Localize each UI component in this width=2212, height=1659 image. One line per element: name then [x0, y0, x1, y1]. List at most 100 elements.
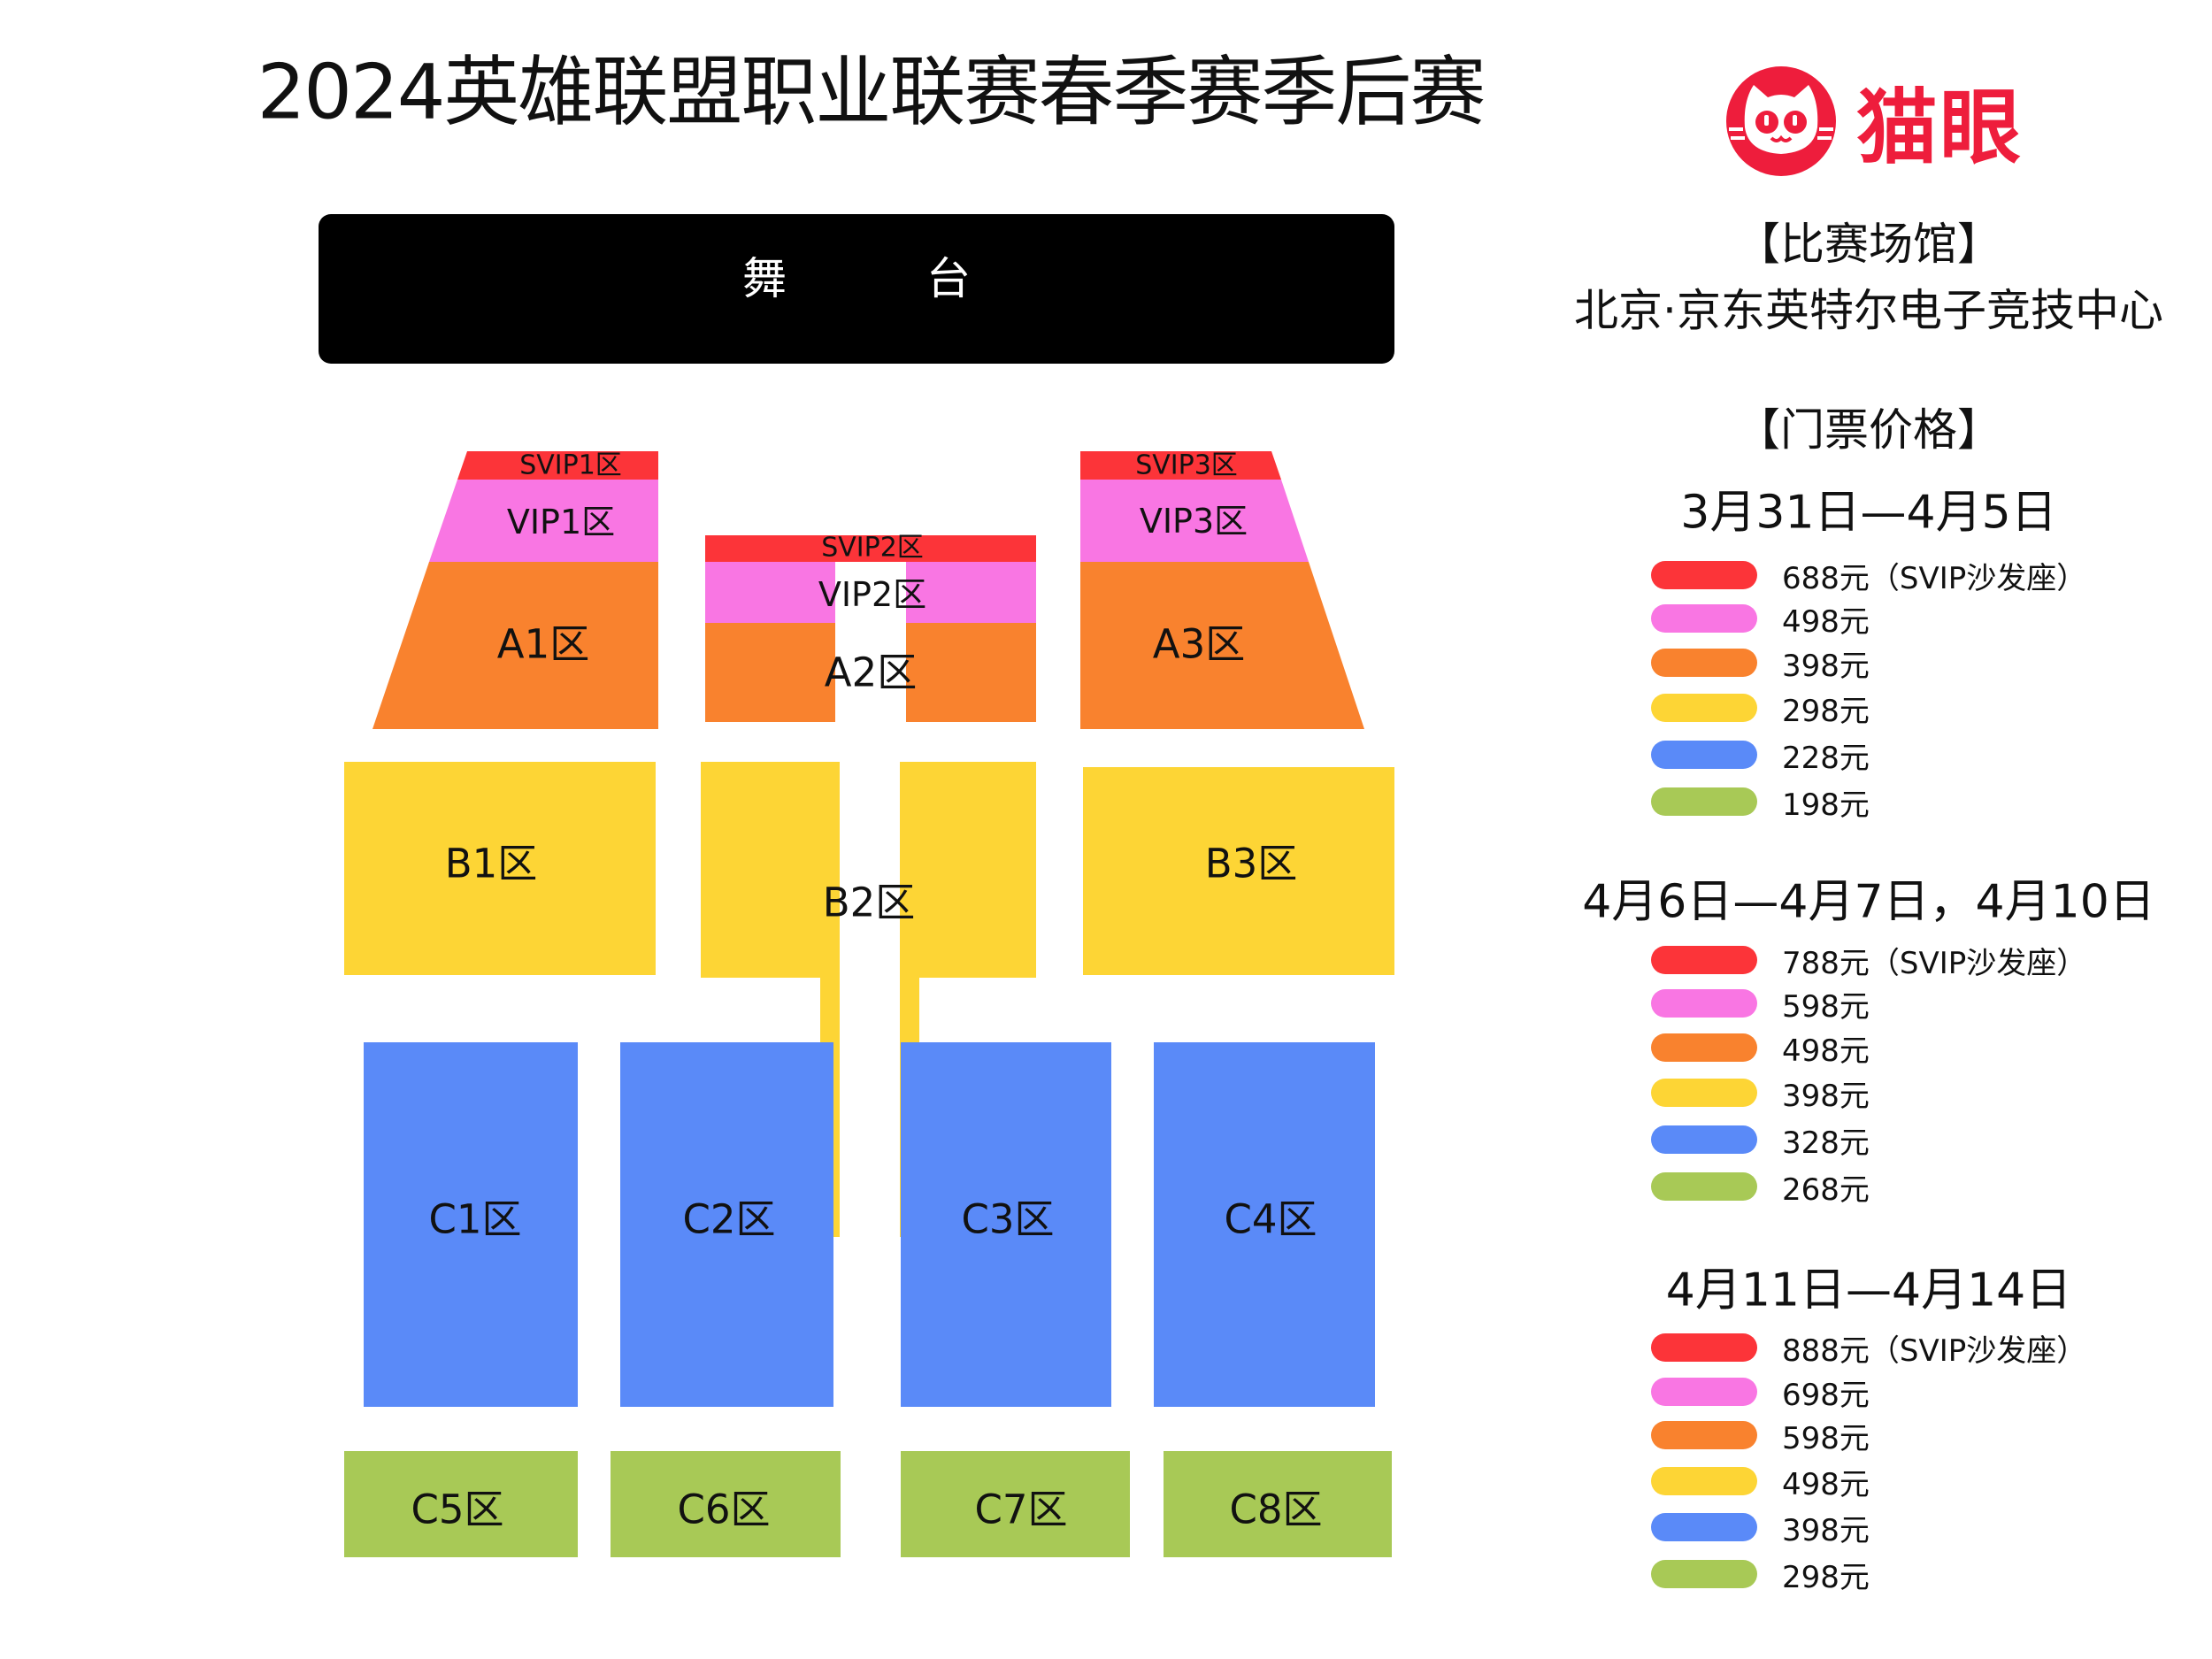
section-b3[interactable]	[1083, 767, 1394, 975]
legend-price: 788元（SVIP沙发座）	[1782, 945, 2087, 981]
legend-price: 228元	[1782, 740, 1870, 776]
cat-face-icon	[1726, 65, 1836, 176]
venue-heading: 【比赛场馆】	[1736, 219, 2001, 270]
legend-color-swatch	[1651, 649, 1757, 677]
legend-row: 198元	[1651, 787, 1870, 823]
section-svip1[interactable]	[457, 451, 658, 480]
section-b2-left[interactable]	[701, 762, 840, 1237]
section-c3-label: C3区	[961, 1196, 1054, 1243]
legend-color-swatch	[1651, 1172, 1757, 1201]
section-vip3-label: VIP3区	[1140, 502, 1248, 541]
legend-row: 298元	[1651, 693, 1870, 729]
legend-price: 888元（SVIP沙发座）	[1782, 1333, 2087, 1369]
stage-label-1: 舞	[742, 253, 787, 304]
legend-color-swatch	[1651, 694, 1757, 722]
section-c3[interactable]	[901, 1042, 1111, 1407]
section-vip2-right[interactable]	[906, 562, 1036, 623]
legend-color-swatch	[1651, 946, 1757, 974]
price-period-dates: 4月11日—4月14日	[1665, 1263, 2072, 1317]
legend-color-swatch	[1651, 741, 1757, 769]
section-vip3[interactable]	[1080, 480, 1309, 562]
prices-heading: 【门票价格】	[1736, 404, 2001, 456]
legend-price: 598元	[1782, 988, 1870, 1025]
legend-color-swatch	[1651, 989, 1757, 1018]
legend-row: 888元（SVIP沙发座）	[1651, 1333, 2086, 1369]
legend-color-swatch	[1651, 1560, 1757, 1588]
section-svip3-label: SVIP3区	[1135, 450, 1238, 481]
legend-row: 398元	[1651, 1078, 1870, 1114]
section-b2-right[interactable]	[900, 762, 1036, 1237]
section-c4-label: C4区	[1224, 1196, 1317, 1243]
section-vip1[interactable]	[429, 480, 658, 562]
section-c1-label: C1区	[428, 1196, 521, 1243]
legend-row: 398元	[1651, 1512, 1870, 1548]
legend-row: 598元	[1651, 988, 1870, 1025]
section-a3[interactable]	[1080, 562, 1364, 729]
section-vip1-label: VIP1区	[507, 503, 615, 541]
stage	[319, 214, 1394, 364]
maoyan-logo: 猫眼	[1725, 62, 2023, 180]
legend-row: 498元	[1651, 603, 1870, 640]
section-vip2-left[interactable]	[705, 562, 835, 623]
section-b3-label: B3区	[1205, 841, 1298, 887]
legend-price: 688元（SVIP沙发座）	[1782, 560, 2087, 596]
legend-row: 688元（SVIP沙发座）	[1651, 560, 2086, 596]
legend-row: 298元	[1651, 1559, 1870, 1595]
legend-price: 598元	[1782, 1420, 1870, 1456]
legend-row: 498元	[1651, 1033, 1870, 1069]
legend-row: 498元	[1651, 1466, 1870, 1502]
legend-price: 398元	[1782, 1078, 1870, 1114]
venue-name: 北京·京东英特尔电子竞技中心	[1574, 285, 2163, 336]
legend-color-swatch	[1651, 787, 1757, 816]
section-c1[interactable]	[364, 1042, 578, 1407]
legend-price: 698元	[1782, 1377, 1870, 1413]
section-a2-left[interactable]	[705, 623, 835, 722]
legend-price: 298元	[1782, 1559, 1870, 1595]
section-svip2[interactable]	[705, 535, 1036, 562]
legend-color-swatch	[1651, 604, 1757, 633]
legend-row: 228元	[1651, 740, 1870, 776]
section-svip3[interactable]	[1080, 451, 1281, 480]
section-c2[interactable]	[620, 1042, 833, 1407]
page-title: 2024英雄联盟职业联赛春季赛季后赛	[257, 48, 1486, 137]
section-c8-label: C8区	[1229, 1486, 1322, 1533]
section-a3-label: A3区	[1153, 621, 1245, 668]
legend-color-swatch	[1651, 1333, 1757, 1362]
section-c6[interactable]	[611, 1451, 841, 1557]
section-a1[interactable]	[373, 562, 658, 729]
logo-text: 猫眼	[1856, 81, 2024, 175]
legend-price: 498元	[1782, 603, 1870, 640]
section-c5-label: C5区	[411, 1486, 503, 1533]
section-c7[interactable]	[901, 1451, 1130, 1557]
section-c7-label: C7区	[974, 1486, 1067, 1533]
legend-row: 598元	[1651, 1420, 1870, 1456]
legend-color-swatch	[1651, 1378, 1757, 1406]
stage-label-2: 台	[926, 253, 971, 304]
legend-price: 198元	[1782, 787, 1870, 823]
legend-price: 298元	[1782, 693, 1870, 729]
legend-row: 328元	[1651, 1125, 1870, 1161]
section-a2-label: A2区	[825, 649, 917, 696]
legend-price: 268元	[1782, 1171, 1870, 1208]
section-a1-label: A1区	[497, 621, 589, 668]
section-b2-label: B2区	[823, 879, 916, 926]
legend-price: 398元	[1782, 1512, 1870, 1548]
legend-color-swatch	[1651, 561, 1757, 589]
section-c2-label: C2区	[682, 1196, 775, 1243]
section-b1[interactable]	[344, 762, 656, 975]
section-vip2-label: VIP2区	[818, 575, 926, 614]
section-svip1-label: SVIP1区	[519, 450, 622, 481]
legend-price: 498元	[1782, 1033, 1870, 1069]
legend-color-swatch	[1651, 1125, 1757, 1154]
section-c4[interactable]	[1154, 1042, 1375, 1407]
section-c5[interactable]	[344, 1451, 578, 1557]
legend-row: 788元（SVIP沙发座）	[1651, 945, 2086, 981]
section-a2-right[interactable]	[906, 623, 1036, 722]
price-period-dates: 4月6日—4月7日，4月10日	[1582, 875, 2155, 929]
legend-price: 498元	[1782, 1466, 1870, 1502]
section-c8[interactable]	[1164, 1451, 1392, 1557]
legend-color-swatch	[1651, 1033, 1757, 1062]
legend-row: 268元	[1651, 1171, 1870, 1208]
legend-color-swatch	[1651, 1079, 1757, 1107]
